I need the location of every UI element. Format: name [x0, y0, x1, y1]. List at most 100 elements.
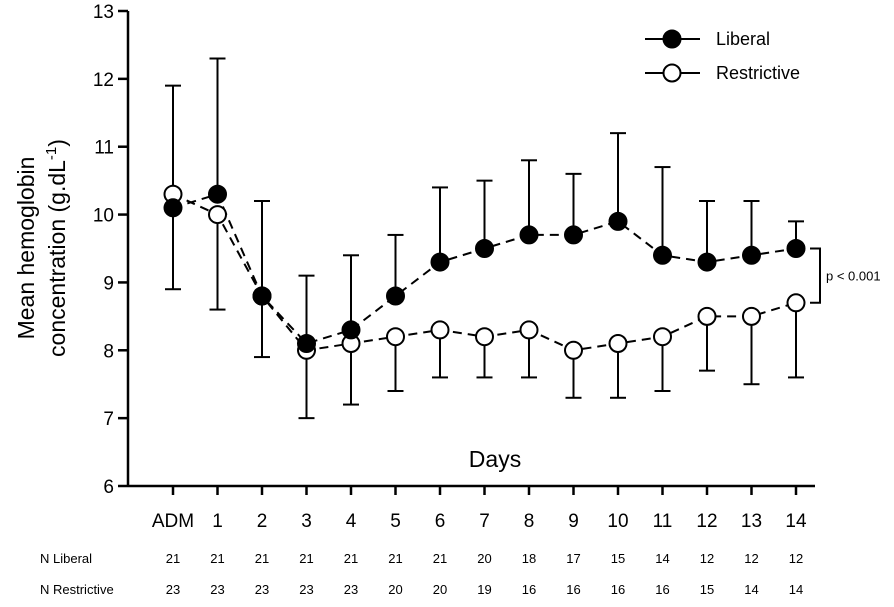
marker-liberal — [519, 225, 539, 245]
y-tick-label: 7 — [103, 409, 114, 430]
series-markers — [163, 184, 806, 360]
marker-liberal — [653, 245, 672, 265]
n-value: 16 — [611, 582, 625, 597]
significance-annotation: p < 0.001 — [810, 247, 881, 304]
y-axis-title-close: ) — [44, 139, 70, 147]
x-tick-label: 11 — [653, 511, 673, 532]
n-value: 23 — [255, 582, 269, 597]
n-value: 21 — [433, 551, 447, 566]
n-value: 12 — [700, 551, 714, 566]
marker-restrictive — [519, 320, 539, 340]
n-value: 16 — [566, 582, 580, 597]
marker-liberal — [475, 239, 494, 258]
legend-label-liberal: Liberal — [716, 29, 770, 49]
y-tick-label: 13 — [93, 2, 114, 23]
n-value: 16 — [655, 582, 669, 597]
marker-liberal — [252, 286, 272, 306]
marker-liberal — [564, 225, 583, 245]
n-value: 14 — [744, 582, 758, 597]
x-tick-label: ADM — [152, 511, 194, 532]
y-axis-title-unit: concentration (g.dL — [44, 160, 70, 357]
x-tick-label: 2 — [257, 511, 268, 532]
significance-bracket — [810, 247, 821, 304]
n-value: 14 — [655, 551, 669, 566]
y-axis-title-sup: -1 — [43, 147, 60, 160]
x-tick-label: 5 — [390, 511, 401, 532]
y-tick-label: 10 — [93, 206, 114, 227]
marker-liberal — [163, 198, 183, 218]
legend: Liberal Restrictive — [645, 29, 800, 83]
n-value: 21 — [388, 551, 402, 566]
marker-restrictive — [564, 340, 583, 360]
error-bars — [165, 57, 804, 420]
x-tick-label: 12 — [696, 511, 717, 532]
marker-liberal — [786, 239, 806, 258]
marker-liberal — [208, 184, 227, 204]
marker-restrictive — [608, 334, 628, 353]
p-value-label: p < 0.001 — [826, 269, 881, 284]
x-tick-label: 9 — [568, 511, 579, 532]
y-axis-title: Mean hemoglobin concentration (g.dL-1) — [13, 139, 70, 357]
y-axis-title-line1: Mean hemoglobin — [13, 157, 39, 340]
marker-restrictive — [430, 320, 450, 340]
marker-liberal — [386, 286, 405, 306]
n-value: 18 — [522, 551, 536, 566]
y-tick-label: 9 — [103, 273, 114, 294]
marker-liberal — [430, 252, 450, 272]
n-row-label: N Liberal — [40, 551, 92, 566]
n-value: 20 — [433, 582, 447, 597]
y-axis-title-line2: concentration (g.dL-1) — [43, 139, 70, 357]
marker-restrictive — [208, 205, 227, 225]
x-tick-label: 6 — [435, 511, 446, 532]
marker-restrictive — [386, 327, 405, 347]
n-value: 23 — [299, 582, 313, 597]
n-value: 21 — [299, 551, 313, 566]
n-value: 20 — [388, 582, 402, 597]
x-tick-label: 4 — [346, 511, 357, 532]
x-tick-label: 8 — [524, 511, 535, 532]
n-value: 17 — [566, 551, 580, 566]
n-value: 20 — [477, 551, 491, 566]
marker-liberal — [341, 320, 361, 340]
y-tick-label: 8 — [103, 341, 114, 362]
n-value: 23 — [210, 582, 224, 597]
marker-restrictive — [475, 327, 494, 347]
n-value: 21 — [166, 551, 180, 566]
n-value: 21 — [344, 551, 358, 566]
n-value: 16 — [522, 582, 536, 597]
legend-marker-restrictive — [662, 63, 682, 83]
n-value: 19 — [477, 582, 491, 597]
n-row-label: N Restrictive — [40, 582, 114, 597]
x-tick-label: 1 — [212, 511, 223, 532]
marker-restrictive — [742, 306, 761, 326]
n-value: 23 — [166, 582, 180, 597]
x-axis-title: Days — [469, 446, 521, 472]
x-tick-label: 14 — [785, 511, 807, 532]
marker-liberal — [742, 245, 761, 265]
legend-label-restrictive: Restrictive — [716, 63, 800, 83]
marker-liberal — [297, 334, 316, 353]
legend-marker-liberal — [662, 29, 682, 49]
n-value: 12 — [744, 551, 758, 566]
x-tick-label: 3 — [301, 511, 312, 532]
marker-liberal — [697, 252, 717, 272]
marker-restrictive — [697, 306, 717, 326]
n-value: 21 — [255, 551, 269, 566]
n-value: 23 — [344, 582, 358, 597]
y-tick-label: 6 — [103, 477, 114, 498]
n-value: 12 — [789, 551, 803, 566]
n-value: 21 — [210, 551, 224, 566]
x-tick-label: 13 — [741, 511, 762, 532]
marker-liberal — [608, 211, 628, 231]
n-value: 15 — [611, 551, 625, 566]
y-tick-label: 12 — [93, 70, 114, 91]
x-tick-label: 7 — [479, 511, 490, 532]
marker-restrictive — [653, 327, 672, 347]
x-tick-label: 10 — [607, 511, 628, 532]
n-value: 14 — [789, 582, 803, 597]
marker-restrictive — [786, 293, 806, 313]
n-value: 15 — [700, 582, 714, 597]
y-tick-label: 11 — [94, 138, 114, 159]
